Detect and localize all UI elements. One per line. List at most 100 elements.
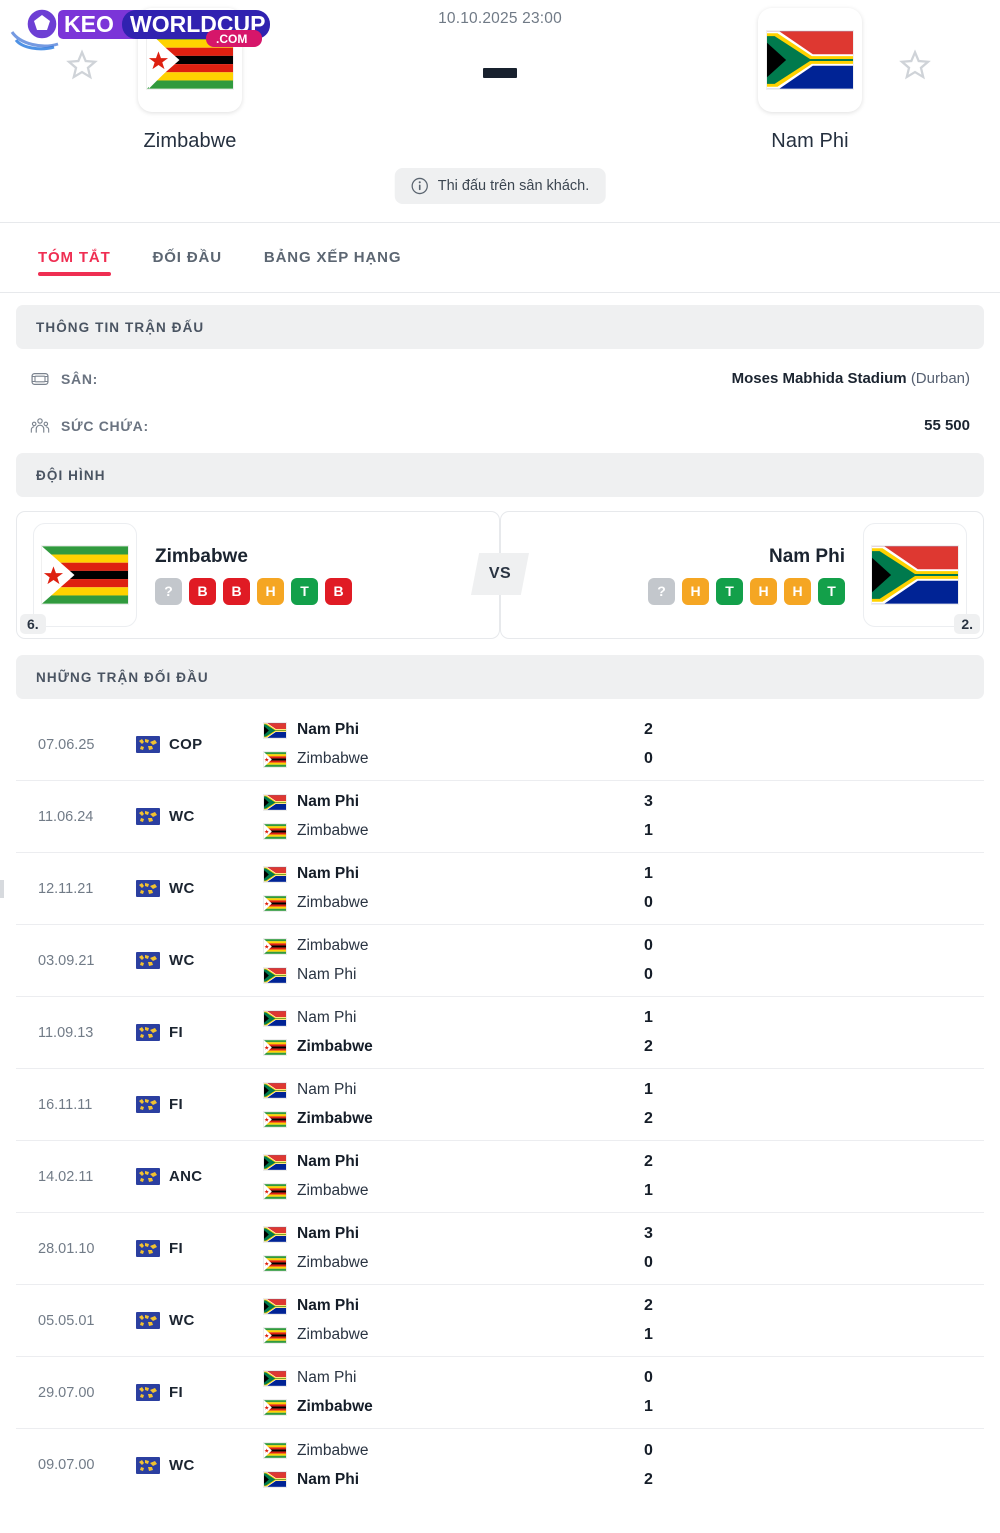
h2h-team-top: Nam Phi <box>264 1368 644 1388</box>
h2h-date: 28.01.10 <box>38 1240 95 1257</box>
south-africa-flag-icon <box>872 546 958 604</box>
zimbabwe-flag-icon <box>264 1443 286 1458</box>
h2h-competition: FI <box>136 1384 244 1401</box>
scoreboard: 10.10.2025 23:00 <box>350 0 650 78</box>
h2h-competition: ANC <box>136 1168 244 1185</box>
h2h-team-bottom-name: Zimbabwe <box>297 1038 373 1055</box>
h2h-section-header: NHỮNG TRẬN ĐỐI ĐẦU <box>16 655 984 699</box>
h2h-team-top: Nam Phi <box>264 1152 644 1172</box>
h2h-row[interactable]: 11.09.13 FI Nam Phi Zimbabwe 1 2 <box>16 997 984 1069</box>
h2h-competition: FI <box>136 1240 244 1257</box>
away-lineup-flag-box: 2. <box>863 523 980 634</box>
h2h-row[interactable]: 16.11.11 FI Nam Phi Zimbabwe 1 2 <box>16 1069 984 1141</box>
h2h-row[interactable]: 14.02.11 ANC Nam Phi Zimbabwe 2 1 <box>16 1141 984 1213</box>
h2h-team-bottom-name: Zimbabwe <box>297 750 369 767</box>
form-badge[interactable]: ? <box>648 577 675 605</box>
lineup-card-home[interactable]: 6. Zimbabwe ? B B H T B <box>16 511 500 639</box>
h2h-team-bottom: Nam Phi <box>264 1470 644 1490</box>
h2h-team-top: Nam Phi <box>264 792 644 812</box>
h2h-row[interactable]: 07.06.25 COP Nam Phi Zimbabwe 2 0 <box>16 709 984 781</box>
away-match-note: Thi đấu trên sân khách. <box>394 168 606 204</box>
h2h-team-top-name: Nam Phi <box>297 793 360 810</box>
h2h-row[interactable]: 11.06.24 WC Nam Phi Zimbabwe 3 1 <box>16 781 984 853</box>
south-africa-flag-icon <box>264 1154 286 1170</box>
h2h-date: 11.09.13 <box>38 1024 94 1041</box>
h2h-score-bottom: 0 <box>644 966 653 983</box>
h2h-teams: Zimbabwe Nam Phi <box>244 936 644 985</box>
away-rank: 2. <box>954 613 980 634</box>
h2h-score-top: 0 <box>644 1369 653 1386</box>
form-badge[interactable]: H <box>784 577 811 605</box>
form-badge[interactable]: B <box>223 577 250 605</box>
tab-head-to-head[interactable]: ĐỐI ĐẦU <box>152 249 222 266</box>
h2h-teams: Nam Phi Zimbabwe <box>244 720 644 769</box>
favorite-star-away-icon[interactable] <box>898 48 932 82</box>
h2h-table: 07.06.25 COP Nam Phi Zimbabwe 2 0 11.06.24 WC Na… <box>16 709 984 1501</box>
h2h-team-top: Nam Phi <box>264 720 644 740</box>
form-badge[interactable]: T <box>291 577 318 605</box>
zimbabwe-flag-icon <box>264 1039 286 1055</box>
home-rank: 6. <box>20 613 46 634</box>
h2h-row[interactable]: 09.07.00 WC Zimbabwe Nam Phi 0 2 <box>16 1429 984 1501</box>
h2h-teams: Nam Phi Zimbabwe <box>244 1368 644 1417</box>
h2h-score-bottom: 1 <box>644 1398 653 1415</box>
south-africa-flag-icon <box>264 967 286 983</box>
lineup-card-away[interactable]: Nam Phi ? H T H H T <box>500 511 984 639</box>
h2h-team-top: Nam Phi <box>264 1080 644 1100</box>
crowd-icon <box>30 417 50 433</box>
h2h-score-bottom: 0 <box>644 1254 653 1271</box>
form-badge[interactable]: B <box>189 577 216 605</box>
favorite-star-home-icon[interactable] <box>65 48 99 82</box>
form-badge[interactable]: H <box>682 577 709 605</box>
stadium-city: (Durban) <box>910 370 970 387</box>
h2h-score-top: 0 <box>644 937 653 954</box>
h2h-score-bottom: 2 <box>644 1110 653 1127</box>
h2h-team-bottom-name: Zimbabwe <box>297 1110 373 1127</box>
h2h-score-bottom: 1 <box>644 822 653 839</box>
h2h-competition-code: WC <box>169 880 195 897</box>
form-badge[interactable]: H <box>750 577 777 605</box>
form-badge[interactable]: ? <box>155 577 182 605</box>
h2h-row[interactable]: 03.09.21 WC Zimbabwe Nam Phi 0 0 <box>16 925 984 997</box>
zimbabwe-flag-icon <box>264 1111 286 1127</box>
h2h-teams: Nam Phi Zimbabwe <box>244 864 644 913</box>
h2h-row[interactable]: 28.01.10 FI Nam Phi Zimbabwe 3 0 <box>16 1213 984 1285</box>
competition-badge-icon <box>136 1312 160 1329</box>
h2h-score-bottom: 2 <box>644 1470 653 1488</box>
competition-badge-icon <box>136 1024 160 1041</box>
h2h-competition-code: FI <box>169 1384 183 1401</box>
form-badge[interactable]: H <box>257 577 284 605</box>
h2h-team-bottom-name: Nam Phi <box>297 966 357 983</box>
h2h-competition-code: FI <box>169 1024 183 1041</box>
form-badge[interactable]: B <box>325 577 352 605</box>
tab-standings[interactable]: BẢNG XẾP HẠNG <box>263 249 402 266</box>
h2h-date: 29.07.00 <box>38 1384 95 1401</box>
h2h-team-bottom: Zimbabwe <box>264 749 644 769</box>
h2h-row[interactable]: 29.07.00 FI Nam Phi Zimbabwe 0 1 <box>16 1357 984 1429</box>
h2h-team-bottom: Zimbabwe <box>264 1397 644 1417</box>
header-divider <box>0 222 1000 223</box>
form-badge[interactable]: T <box>716 577 743 605</box>
tab-summary[interactable]: TÓM TẮT <box>38 223 111 293</box>
h2h-row[interactable]: 05.05.01 WC Nam Phi Zimbabwe 2 1 <box>16 1285 984 1357</box>
h2h-team-bottom: Zimbabwe <box>264 893 644 913</box>
stadium-value: Moses Mabhida Stadium (Durban) <box>732 370 970 387</box>
h2h-row[interactable]: 12.11.21 WC Nam Phi Zimbabwe 1 0 <box>16 853 984 925</box>
h2h-score-top: 1 <box>644 865 653 882</box>
h2h-teams: Zimbabwe Nam Phi <box>244 1441 644 1490</box>
home-lineup-flag-box: 6. <box>20 523 137 634</box>
h2h-team-top-name: Nam Phi <box>297 865 360 882</box>
h2h-team-bottom-name: Nam Phi <box>297 1470 360 1488</box>
h2h-teams: Nam Phi Zimbabwe <box>244 1008 644 1057</box>
h2h-competition: WC <box>136 880 244 897</box>
away-team-block[interactable]: Nam Phi <box>660 0 960 153</box>
site-logo[interactable]: KEO WORLDCUP .COM <box>10 6 270 52</box>
form-badge[interactable]: T <box>818 577 845 605</box>
south-africa-flag-icon <box>264 1298 286 1314</box>
h2h-competition-code: WC <box>169 1312 195 1329</box>
competition-badge-icon <box>136 736 160 753</box>
h2h-teams: Nam Phi Zimbabwe <box>244 792 644 841</box>
